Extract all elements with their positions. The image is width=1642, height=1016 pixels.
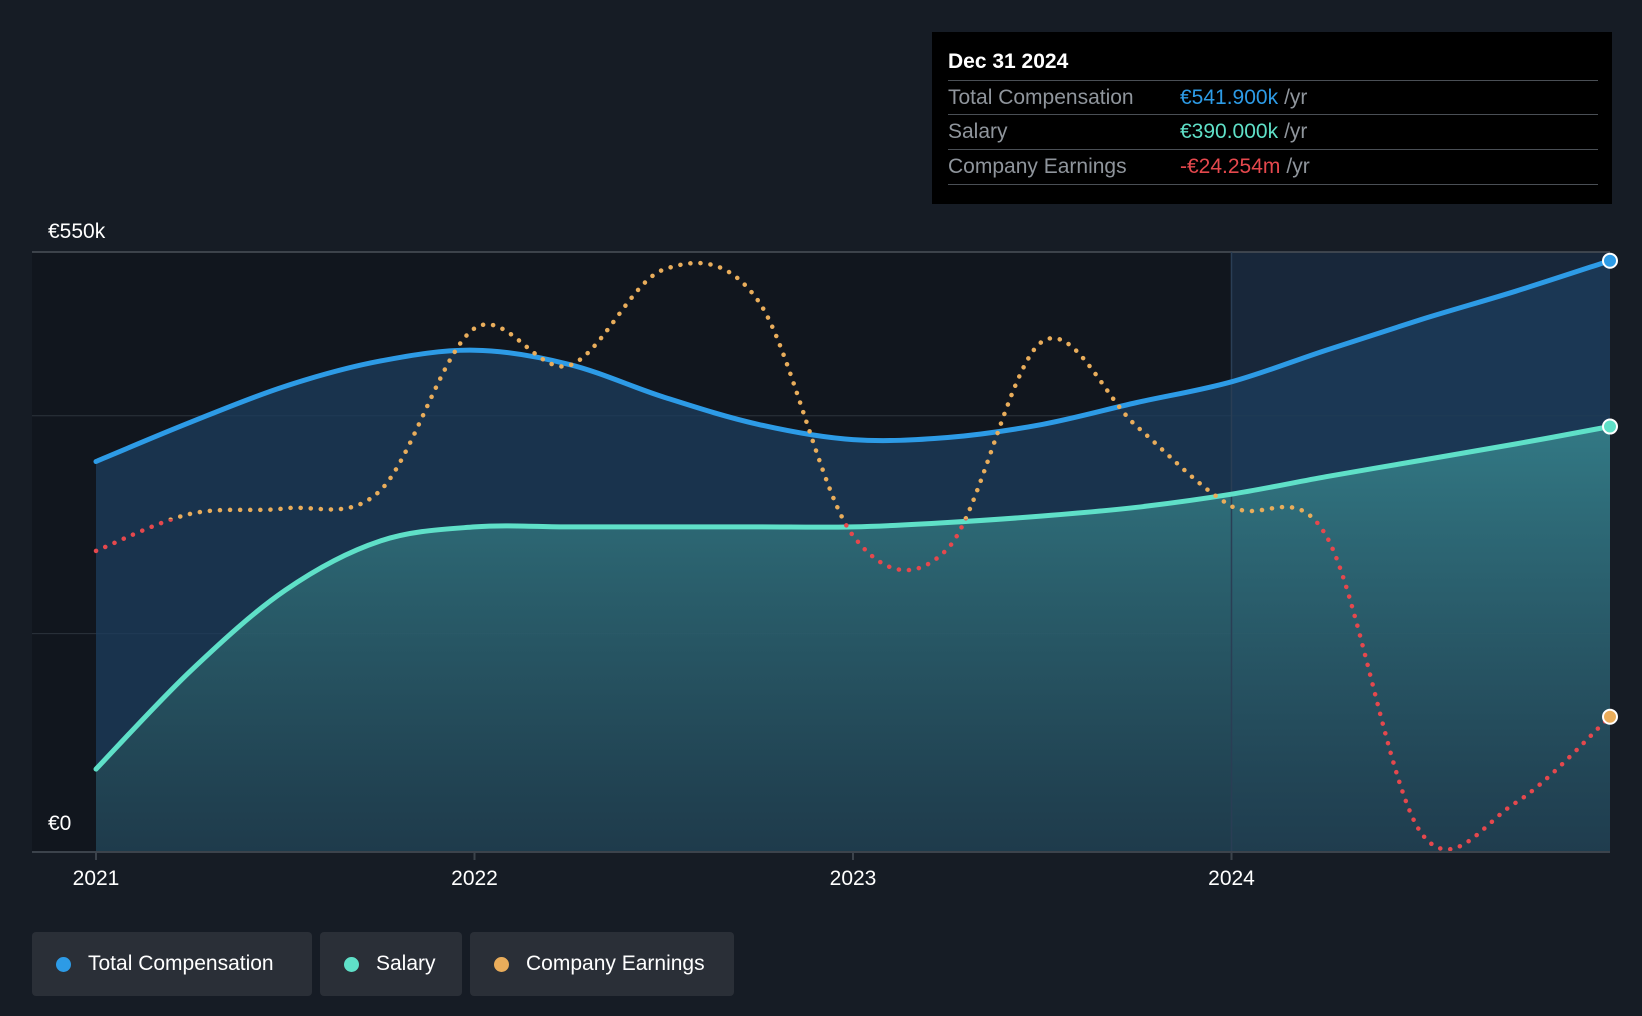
salary-line — [93, 424, 1613, 772]
legend-dot-icon — [56, 957, 71, 972]
legend-label: Total Compensation — [88, 952, 274, 975]
tooltip-label: Salary — [948, 120, 1008, 143]
x-tick-label: 2021 — [73, 867, 120, 890]
tooltip: Dec 31 2024 Total Compensation €541.900k… — [932, 32, 1612, 204]
tooltip-label: Company Earnings — [948, 155, 1127, 178]
tooltip-row-salary: Salary €390.000k/yr — [948, 114, 1598, 149]
legend-label: Company Earnings — [526, 952, 705, 975]
legend-item-total-compensation[interactable]: Total Compensation — [32, 932, 312, 996]
tooltip-value: €541.900k/yr — [1180, 86, 1308, 109]
salary-end-marker — [1602, 418, 1618, 435]
legend-label: Salary — [376, 952, 436, 975]
legend-dot-icon — [344, 957, 359, 972]
legend-dot-icon — [494, 957, 509, 972]
total-compensation-end-marker — [1602, 252, 1618, 269]
tooltip-value: €390.000k/yr — [1180, 120, 1308, 143]
company-earnings-end-marker — [1602, 708, 1618, 725]
tooltip-row-total-compensation: Total Compensation €541.900k/yr — [948, 80, 1598, 115]
tooltip-label: Total Compensation — [948, 86, 1134, 109]
tooltip-date: Dec 31 2024 — [948, 50, 1069, 73]
tooltip-value: -€24.254m/yr — [1180, 155, 1310, 178]
tooltip-row-company-earnings: Company Earnings -€24.254m/yr — [948, 149, 1598, 185]
legend-item-salary[interactable]: Salary — [320, 932, 462, 996]
x-tick-label: 2024 — [1208, 867, 1255, 890]
x-tick-label: 2023 — [830, 867, 877, 890]
y-tick-label: €550k — [48, 220, 106, 243]
legend-item-company-earnings[interactable]: Company Earnings — [470, 932, 734, 996]
total-compensation-line — [93, 258, 1613, 464]
y-tick-label: €0 — [48, 812, 71, 835]
x-tick-label: 2022 — [451, 867, 498, 890]
